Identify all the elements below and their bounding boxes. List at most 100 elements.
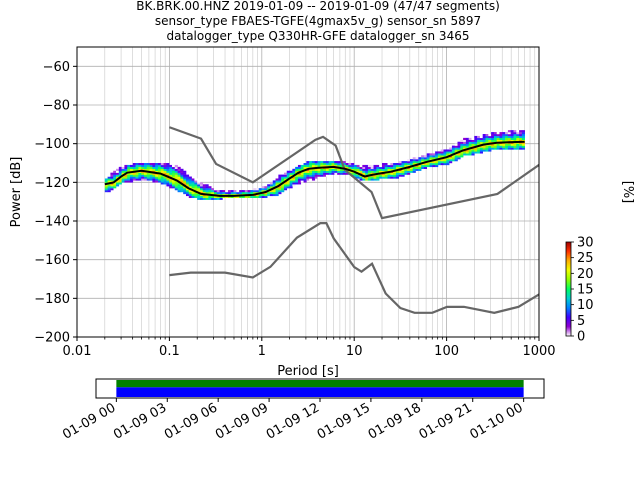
density-cell <box>370 172 374 175</box>
density-cell <box>146 168 150 171</box>
density-cell <box>160 166 164 169</box>
density-cell <box>300 180 304 183</box>
density-cell <box>118 178 122 181</box>
density-cell <box>113 178 117 181</box>
density-cell <box>113 176 117 179</box>
density-cell <box>127 174 131 177</box>
density-cell <box>365 176 369 179</box>
density-cell <box>132 168 136 171</box>
density-cell <box>289 180 293 183</box>
density-cell <box>295 178 299 181</box>
density-cell <box>356 174 360 177</box>
density-cell <box>353 168 358 171</box>
density-cell <box>208 190 212 193</box>
density-cell <box>521 137 525 140</box>
density-cell <box>359 168 363 171</box>
density-cell <box>516 130 520 133</box>
density-cell <box>488 139 492 142</box>
density-cell <box>320 168 324 171</box>
density-cell <box>152 168 156 171</box>
density-cell <box>174 166 178 169</box>
density-cell <box>309 172 313 175</box>
density-cell <box>384 164 388 168</box>
density-cell <box>317 163 321 166</box>
density-cell <box>295 176 299 179</box>
density-cell <box>485 134 489 137</box>
density-cell <box>418 159 422 162</box>
density-cell <box>199 186 204 189</box>
density-cell <box>387 168 391 171</box>
density-cell <box>144 164 148 168</box>
density-cell <box>253 190 257 193</box>
x-tick-label: 0.1 <box>159 344 180 359</box>
density-cell <box>121 166 125 169</box>
density-cell <box>379 163 383 166</box>
density-cell <box>395 172 400 175</box>
density-cell <box>499 145 503 148</box>
density-cell <box>409 163 414 166</box>
density-cell <box>493 143 497 146</box>
density-cell <box>138 168 142 171</box>
density-cell <box>516 139 520 142</box>
density-cell <box>275 188 279 191</box>
density-cell <box>146 174 150 177</box>
density-cell <box>460 145 464 148</box>
density-cell <box>387 176 391 179</box>
density-cell <box>177 178 181 181</box>
density-cell <box>264 192 268 195</box>
density-cell <box>230 190 234 193</box>
density-cell <box>460 143 464 146</box>
density-cell <box>398 172 402 175</box>
density-cell <box>130 168 134 171</box>
density-cell <box>387 163 391 166</box>
density-cell <box>460 155 464 158</box>
density-cell <box>502 132 506 135</box>
density-cell <box>283 178 288 181</box>
density-cell <box>496 147 500 150</box>
density-cell <box>278 180 282 183</box>
density-cell <box>166 184 170 187</box>
density-cell <box>384 174 388 177</box>
density-cell <box>443 159 447 162</box>
density-cell <box>499 143 503 146</box>
density-cell <box>390 163 394 166</box>
density-cell <box>116 168 120 171</box>
density-cell <box>144 166 148 169</box>
density-cell <box>283 172 288 175</box>
density-cell <box>373 164 377 168</box>
density-cell <box>384 172 388 175</box>
density-cell <box>393 174 397 177</box>
y-axis-label: Power [dB] <box>9 157 24 228</box>
density-cell <box>412 159 416 162</box>
density-cell <box>507 143 511 146</box>
density-cell <box>505 135 509 139</box>
density-cell <box>171 170 176 173</box>
density-cell <box>233 190 237 193</box>
density-cell <box>390 168 394 171</box>
density-cell <box>281 174 285 177</box>
density-cell <box>493 132 497 135</box>
density-cell <box>141 166 145 169</box>
density-cell <box>309 174 313 177</box>
density-cell <box>267 193 271 197</box>
density-cell <box>241 195 246 198</box>
density-cell <box>194 193 198 197</box>
density-cell <box>510 134 514 137</box>
density-cell <box>521 145 525 148</box>
density-cell <box>160 174 164 177</box>
density-cell <box>180 178 184 181</box>
density-cell <box>309 168 313 171</box>
density-cell <box>376 164 380 168</box>
density-cell <box>211 188 215 191</box>
density-cell <box>311 164 316 168</box>
density-cell <box>351 166 355 169</box>
density-cell <box>474 139 478 142</box>
density-cell <box>493 147 497 150</box>
density-cell <box>463 153 467 156</box>
density-cell <box>157 163 162 166</box>
density-cell <box>194 186 198 189</box>
density-cell <box>213 190 218 193</box>
y-axis-ticks: −60 −80 −100 −120 −140 −160 −180 −200 <box>34 60 77 346</box>
density-cell <box>314 168 318 171</box>
density-cell <box>451 147 456 150</box>
